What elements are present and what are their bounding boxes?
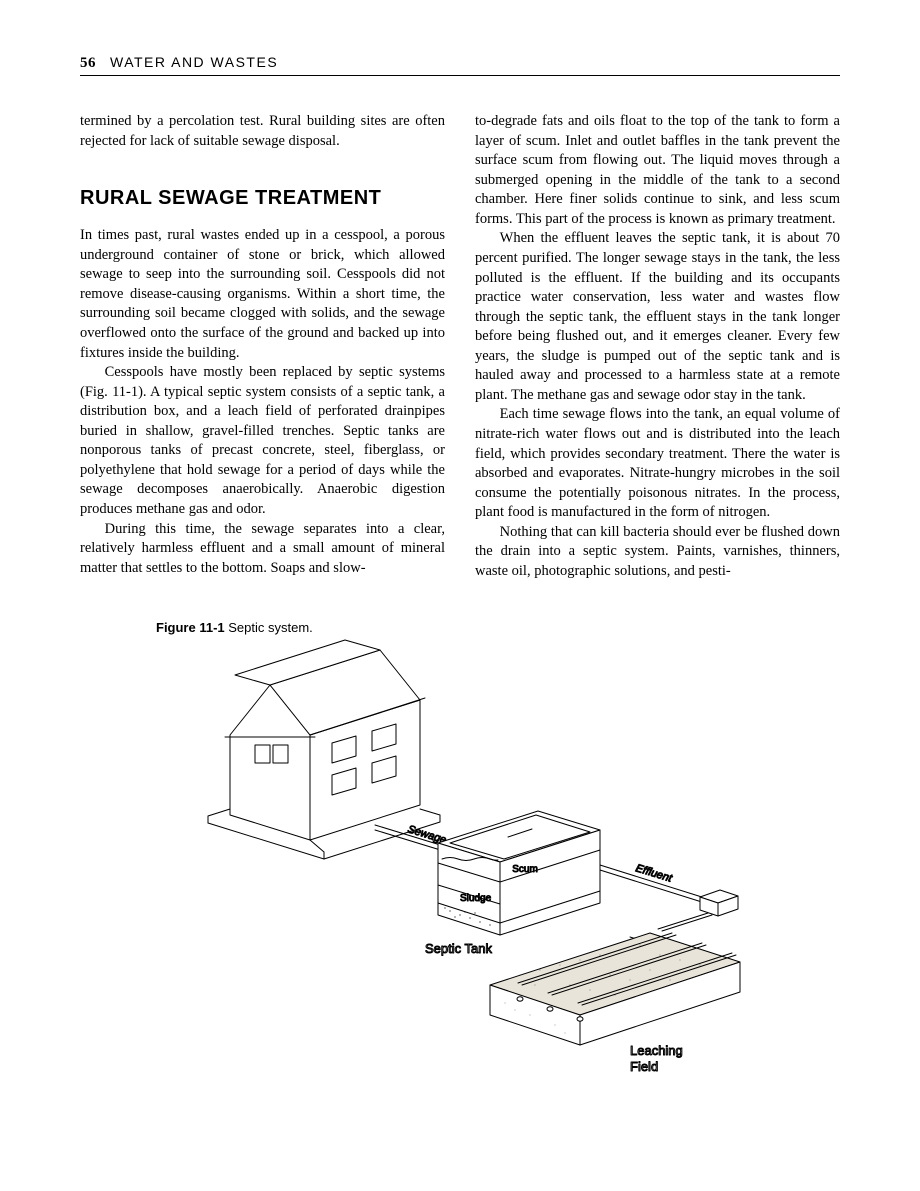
two-column-body: termined by a percolation test. Rural bu… <box>80 112 840 582</box>
header-title: WATER AND WASTES <box>110 54 278 70</box>
leaching-field-label: Leaching <box>630 1043 683 1058</box>
body-paragraph: Cesspools have mostly been replaced by s… <box>80 363 445 520</box>
body-paragraph: to-degrade fats and oils float to the to… <box>475 112 840 229</box>
septic-system-diagram: Sewage <box>160 625 760 1115</box>
body-paragraph: Each time sewage flows into the tank, an… <box>475 405 840 522</box>
body-paragraph: When the effluent leaves the septic tank… <box>475 229 840 405</box>
lead-in-paragraph: termined by a percolation test. Rural bu… <box>80 112 445 151</box>
body-paragraph: Nothing that can kill bacteria should ev… <box>475 523 840 582</box>
running-header: 56 WATER AND WASTES <box>80 54 840 76</box>
right-column: to-degrade fats and oils float to the to… <box>475 112 840 582</box>
body-paragraph: During this time, the sewage separates i… <box>80 520 445 579</box>
sludge-label: Sludge <box>460 893 492 904</box>
scum-label: Scum <box>512 864 538 875</box>
leaching-field-label-2: Field <box>630 1059 658 1074</box>
distribution-box <box>700 890 738 916</box>
body-paragraph: In times past, rural wastes ended up in … <box>80 226 445 363</box>
section-heading: RURAL SEWAGE TREATMENT <box>80 185 445 212</box>
septic-tank-label: Septic Tank <box>425 941 492 956</box>
page-number: 56 <box>80 55 96 72</box>
house-icon <box>208 640 440 859</box>
left-column: termined by a percolation test. Rural bu… <box>80 112 445 582</box>
leaching-field <box>490 933 740 1045</box>
